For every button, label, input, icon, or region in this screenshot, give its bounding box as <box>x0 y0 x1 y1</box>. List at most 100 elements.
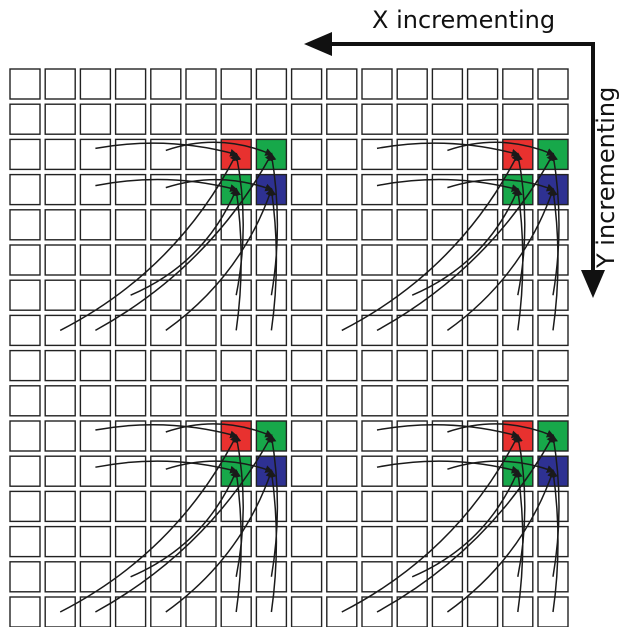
grid-cell <box>150 349 182 382</box>
grid-cell <box>220 209 252 241</box>
curved-arrow <box>446 187 555 332</box>
curved-arrow <box>514 187 524 331</box>
grid-cell <box>150 279 182 311</box>
grid-cell <box>185 279 217 311</box>
grid-cell <box>431 279 464 311</box>
grid-cell <box>502 244 534 276</box>
grid-cell <box>9 525 41 558</box>
grid-cell <box>361 385 393 417</box>
grid-cell <box>255 244 288 276</box>
curved-arrow <box>376 434 554 613</box>
grid-cell <box>361 209 393 241</box>
grid-cell <box>290 103 323 135</box>
grid-cell <box>326 173 358 206</box>
grid-cell <box>290 385 323 417</box>
curved-arrow <box>165 423 274 438</box>
curved-arrow <box>233 187 242 331</box>
colored-pixel <box>255 173 288 206</box>
curved-arrow <box>447 460 555 473</box>
grid-cell <box>466 596 499 627</box>
grid-cell <box>79 68 112 100</box>
grid-cell <box>502 385 534 417</box>
grid-cell <box>150 385 182 417</box>
curved-arrow <box>549 469 559 613</box>
grid-cell <box>44 349 76 382</box>
grid-cell <box>9 561 41 593</box>
grid-cell <box>44 596 76 627</box>
grid-cell <box>361 420 393 452</box>
grid-cell <box>185 68 217 100</box>
grid-cell <box>44 279 76 311</box>
curved-arrow <box>95 178 239 192</box>
grid-cell <box>9 244 41 276</box>
grid-cell <box>255 561 288 593</box>
curved-arrow <box>233 434 244 577</box>
grid-cell <box>326 455 358 487</box>
y-axis-arrowhead <box>581 270 605 298</box>
grid-cell <box>185 103 217 135</box>
grid-cell <box>220 490 252 523</box>
grid-cell <box>537 314 569 347</box>
grid-cell <box>466 314 499 347</box>
curved-arrow <box>95 460 239 474</box>
grid-cell <box>185 349 217 382</box>
curved-arrow <box>165 460 274 473</box>
grid-cell <box>431 209 464 241</box>
grid-cell <box>396 244 428 276</box>
grid-cell <box>9 279 41 311</box>
grid-cell <box>361 561 393 593</box>
grid-cell <box>466 349 499 382</box>
grid-cell <box>44 525 76 558</box>
grid-cell <box>326 490 358 523</box>
curved-arrow <box>268 187 278 331</box>
grid-cell <box>466 68 499 100</box>
grid-cell <box>326 385 358 417</box>
grid-cell <box>44 455 76 487</box>
curved-arrow <box>59 434 238 613</box>
grid-cell <box>114 455 147 487</box>
grid-cell <box>114 490 147 523</box>
curved-arrow <box>268 152 279 296</box>
grid-cell <box>502 349 534 382</box>
grid-cell <box>396 596 428 627</box>
grid-cell <box>326 138 358 171</box>
grid-cell <box>150 209 182 241</box>
curved-arrow <box>165 141 274 156</box>
grid-cell <box>255 103 288 135</box>
grid-cell <box>290 209 323 241</box>
curved-arrows-layer <box>59 141 560 613</box>
grid-cell <box>431 244 464 276</box>
grid-cell <box>150 314 182 347</box>
curved-arrow <box>165 469 274 613</box>
grid-cell <box>431 490 464 523</box>
grid-cell <box>44 561 76 593</box>
grid-cell <box>9 314 41 347</box>
grid-cell <box>185 596 217 627</box>
curved-arrow <box>376 142 520 157</box>
grid-cell <box>290 420 323 452</box>
x-axis: X incrementing <box>304 6 593 56</box>
grid-cell <box>396 490 428 523</box>
grid-cell <box>255 525 288 558</box>
curved-arrow <box>268 469 278 613</box>
grid-cell <box>114 596 147 627</box>
grid-cell <box>431 103 464 135</box>
curved-arrow <box>95 142 239 157</box>
grid-cell <box>150 103 182 135</box>
grid-cell <box>185 314 217 347</box>
pixel-grid <box>9 68 569 627</box>
grid-cell <box>79 490 112 523</box>
grid-cell <box>114 244 147 276</box>
grid-cell <box>290 490 323 523</box>
grid-cell <box>44 138 76 171</box>
curved-arrow <box>376 178 520 192</box>
grid-cell <box>326 420 358 452</box>
grid-cell <box>150 490 182 523</box>
curved-arrow <box>376 423 520 439</box>
grid-cell <box>290 138 323 171</box>
curved-arrow <box>341 152 519 332</box>
curved-arrow <box>447 178 555 192</box>
curved-arrow <box>411 469 520 578</box>
curved-arrow <box>268 434 279 577</box>
